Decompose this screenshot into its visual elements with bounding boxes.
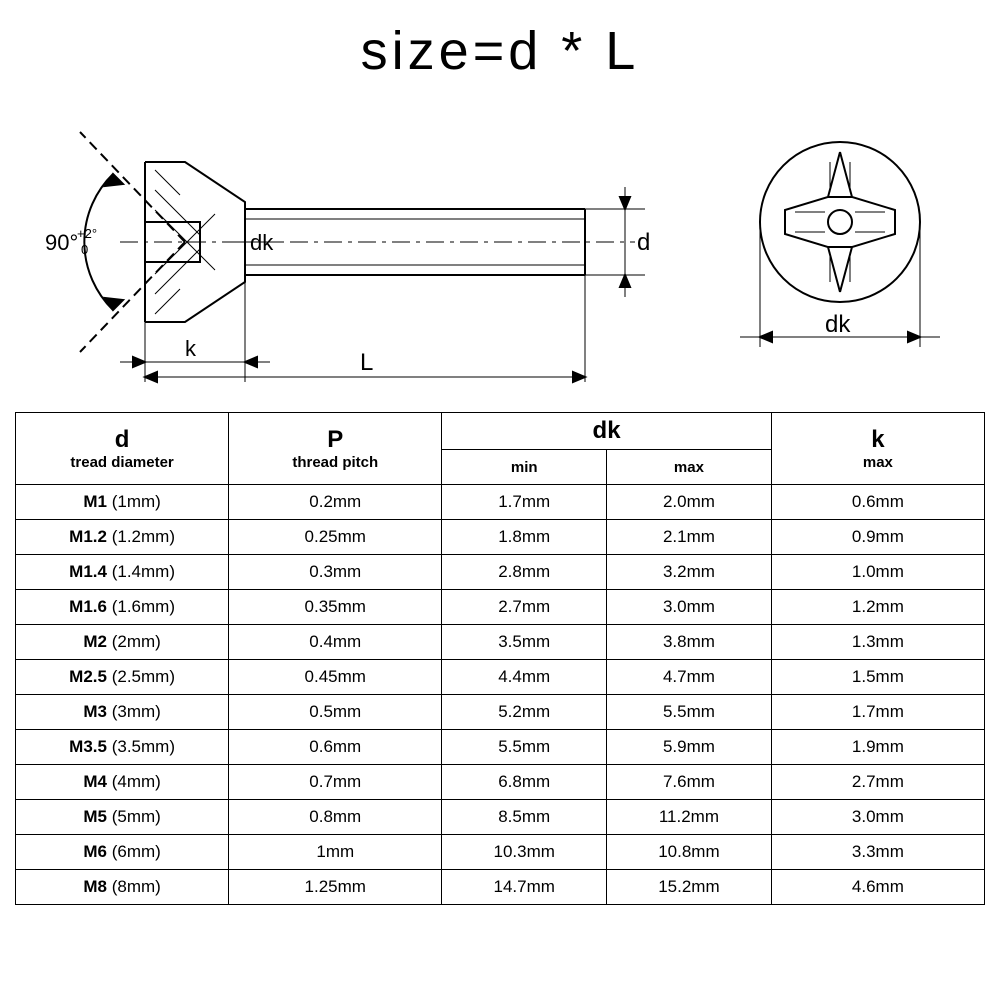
table-row: M6 (6mm)1mm10.3mm10.8mm3.3mm xyxy=(16,835,985,870)
cell-p: 0.25mm xyxy=(229,520,442,555)
cell-p: 1mm xyxy=(229,835,442,870)
cell-dkmin: 1.8mm xyxy=(442,520,607,555)
cell-p: 1.25mm xyxy=(229,870,442,905)
cell-k: 1.9mm xyxy=(771,730,984,765)
col-dk-min-header: min xyxy=(442,450,607,485)
col-p-header: P thread pitch xyxy=(229,413,442,485)
cell-dkmax: 3.8mm xyxy=(607,625,772,660)
dim-k-label: k xyxy=(185,336,197,361)
cell-dkmin: 14.7mm xyxy=(442,870,607,905)
cell-dkmin: 3.5mm xyxy=(442,625,607,660)
diagram-row: 90° +2° 0 dk d k L xyxy=(15,92,985,412)
table-row: M2 (2mm)0.4mm3.5mm3.8mm1.3mm xyxy=(16,625,985,660)
cell-k: 1.7mm xyxy=(771,695,984,730)
cell-p: 0.6mm xyxy=(229,730,442,765)
cell-k: 3.0mm xyxy=(771,800,984,835)
cell-dkmin: 10.3mm xyxy=(442,835,607,870)
cell-p: 0.35mm xyxy=(229,590,442,625)
table-row: M4 (4mm)0.7mm6.8mm7.6mm2.7mm xyxy=(16,765,985,800)
cell-dkmax: 10.8mm xyxy=(607,835,772,870)
cell-dkmax: 3.2mm xyxy=(607,555,772,590)
cell-d: M1.2 (1.2mm) xyxy=(16,520,229,555)
cell-dkmin: 2.8mm xyxy=(442,555,607,590)
cell-k: 4.6mm xyxy=(771,870,984,905)
cell-d: M2 (2mm) xyxy=(16,625,229,660)
cell-dkmin: 5.5mm xyxy=(442,730,607,765)
cell-dkmax: 5.5mm xyxy=(607,695,772,730)
cell-dkmin: 5.2mm xyxy=(442,695,607,730)
cell-dkmax: 4.7mm xyxy=(607,660,772,695)
cell-p: 0.7mm xyxy=(229,765,442,800)
cell-dkmin: 1.7mm xyxy=(442,485,607,520)
dim-dk-label: dk xyxy=(250,230,274,255)
screw-top-diagram: dk xyxy=(725,92,955,392)
cell-dkmax: 11.2mm xyxy=(607,800,772,835)
cell-k: 1.5mm xyxy=(771,660,984,695)
cell-d: M1.4 (1.4mm) xyxy=(16,555,229,590)
cell-p: 0.3mm xyxy=(229,555,442,590)
table-row: M1.2 (1.2mm)0.25mm1.8mm2.1mm0.9mm xyxy=(16,520,985,555)
cell-d: M6 (6mm) xyxy=(16,835,229,870)
cell-dkmax: 2.0mm xyxy=(607,485,772,520)
table-row: M8 (8mm)1.25mm14.7mm15.2mm4.6mm xyxy=(16,870,985,905)
col-k-header: k max xyxy=(771,413,984,485)
cell-d: M2.5 (2.5mm) xyxy=(16,660,229,695)
cell-k: 0.6mm xyxy=(771,485,984,520)
page-title: size=d * L xyxy=(15,20,985,82)
table-row: M3.5 (3.5mm)0.6mm5.5mm5.9mm1.9mm xyxy=(16,730,985,765)
cell-d: M1.6 (1.6mm) xyxy=(16,590,229,625)
cell-k: 1.0mm xyxy=(771,555,984,590)
cell-d: M3 (3mm) xyxy=(16,695,229,730)
table-row: M3 (3mm)0.5mm5.2mm5.5mm1.7mm xyxy=(16,695,985,730)
cell-dkmin: 2.7mm xyxy=(442,590,607,625)
cell-dkmax: 2.1mm xyxy=(607,520,772,555)
table-row: M1 (1mm)0.2mm1.7mm2.0mm0.6mm xyxy=(16,485,985,520)
col-dk-header: dk xyxy=(442,413,771,450)
cell-d: M3.5 (3.5mm) xyxy=(16,730,229,765)
table-row: M2.5 (2.5mm)0.45mm4.4mm4.7mm1.5mm xyxy=(16,660,985,695)
cell-dkmax: 3.0mm xyxy=(607,590,772,625)
cell-d: M1 (1mm) xyxy=(16,485,229,520)
col-dk-max-header: max xyxy=(607,450,772,485)
cell-d: M4 (4mm) xyxy=(16,765,229,800)
top-dk-label: dk xyxy=(825,311,851,338)
cell-k: 3.3mm xyxy=(771,835,984,870)
cell-k: 1.2mm xyxy=(771,590,984,625)
cell-p: 0.2mm xyxy=(229,485,442,520)
cell-dkmin: 4.4mm xyxy=(442,660,607,695)
col-d-header: d tread diameter xyxy=(16,413,229,485)
cell-k: 0.9mm xyxy=(771,520,984,555)
cell-p: 0.5mm xyxy=(229,695,442,730)
cell-dkmax: 5.9mm xyxy=(607,730,772,765)
cell-p: 0.8mm xyxy=(229,800,442,835)
table-row: M5 (5mm)0.8mm8.5mm11.2mm3.0mm xyxy=(16,800,985,835)
angle-label: 90° xyxy=(45,230,78,255)
cell-p: 0.4mm xyxy=(229,625,442,660)
cell-dkmax: 7.6mm xyxy=(607,765,772,800)
table-row: M1.4 (1.4mm)0.3mm2.8mm3.2mm1.0mm xyxy=(16,555,985,590)
cell-k: 2.7mm xyxy=(771,765,984,800)
cell-dkmax: 15.2mm xyxy=(607,870,772,905)
cell-dkmin: 8.5mm xyxy=(442,800,607,835)
angle-tol-lower: 0 xyxy=(81,242,88,257)
angle-tol-upper: +2° xyxy=(77,226,97,241)
cell-d: M5 (5mm) xyxy=(16,800,229,835)
screw-side-diagram: 90° +2° 0 dk d k L xyxy=(25,92,665,392)
cell-d: M8 (8mm) xyxy=(16,870,229,905)
dim-d-label: d xyxy=(637,229,650,256)
table-row: M1.6 (1.6mm)0.35mm2.7mm3.0mm1.2mm xyxy=(16,590,985,625)
cell-dkmin: 6.8mm xyxy=(442,765,607,800)
spec-table: d tread diameter P thread pitch dk k max… xyxy=(15,412,985,905)
cell-k: 1.3mm xyxy=(771,625,984,660)
cell-p: 0.45mm xyxy=(229,660,442,695)
dim-L-label: L xyxy=(360,349,373,376)
